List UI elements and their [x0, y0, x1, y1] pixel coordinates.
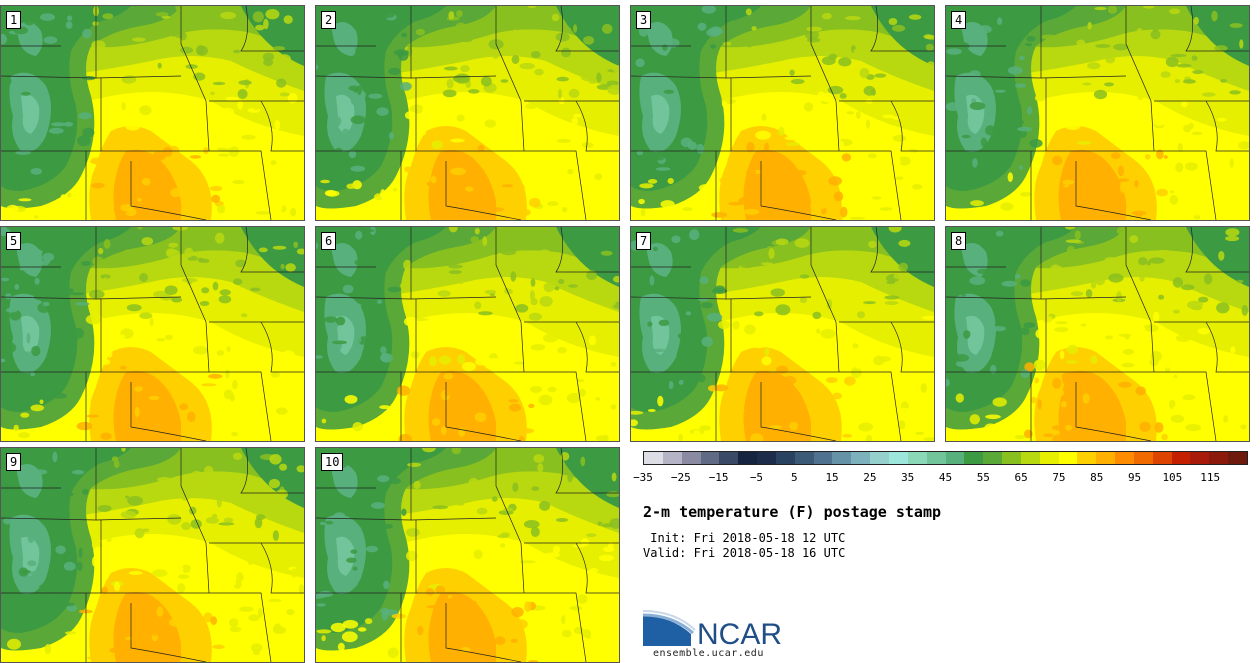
colorbar-swatch — [945, 452, 965, 464]
colorbar-tick-label: 25 — [863, 471, 877, 484]
colorbar-tick-label: −25 — [670, 471, 691, 484]
colorbar-swatch — [700, 452, 720, 464]
colorbar-swatch — [1039, 452, 1059, 464]
member-label: 3 — [636, 11, 652, 29]
temperature-map — [1, 6, 304, 220]
temperature-map — [1, 227, 304, 441]
colorbar-swatch — [1115, 452, 1134, 464]
temperature-map — [946, 227, 1249, 441]
member-label: 5 — [6, 232, 22, 250]
colorbar-tick-label: 95 — [1127, 471, 1142, 484]
member-label: 9 — [6, 453, 22, 471]
colorbar-swatch — [644, 452, 663, 464]
member-label: 1 — [6, 11, 22, 29]
chart-title: 2-m temperature (F) postage stamp — [643, 503, 942, 521]
colorbar-swatch — [794, 452, 814, 464]
colorbar-tick-label: 5 — [790, 471, 798, 484]
colorbar-tick-label: 65 — [1014, 471, 1028, 484]
member-label: 10 — [321, 453, 344, 471]
colorbar-tick-label: 15 — [825, 471, 839, 484]
colorbar-tick-label: 35 — [901, 471, 915, 484]
member-label: 8 — [951, 232, 967, 250]
temperature-map — [1, 448, 304, 662]
colorbar-swatch — [681, 452, 701, 464]
stamp-panel-10: 10 — [315, 447, 620, 663]
stamp-panel-2: 2 — [315, 5, 620, 221]
colorbar-swatch — [757, 452, 776, 464]
init-time: Init: Fri 2018-05-18 12 UTC — [643, 531, 846, 545]
colorbar-swatch — [1058, 452, 1078, 464]
valid-time: Valid: Fri 2018-05-18 16 UTC — [643, 546, 846, 560]
colorbar-tick-label: 45 — [938, 471, 953, 484]
stamp-panel-1: 1 — [0, 5, 305, 221]
colorbar-ticks: −35 −25 −15 −5 5 15 25 35 45 55 65 75 85 95 105 115 — [633, 471, 1248, 485]
colorbar-swatch — [662, 452, 682, 464]
colorbar-swatch — [1020, 452, 1040, 464]
colorbar-swatch — [1190, 452, 1210, 464]
member-label: 6 — [321, 232, 337, 250]
colorbar — [643, 451, 1248, 465]
colorbar-swatch — [851, 452, 871, 464]
member-label: 4 — [951, 11, 967, 29]
colorbar-swatch — [1002, 452, 1021, 464]
colorbar-swatch — [719, 452, 739, 464]
colorbar-swatch — [983, 452, 1003, 464]
colorbar-swatch — [775, 452, 795, 464]
stamp-panel-7: 7 — [630, 226, 935, 442]
stamp-panel-9: 9 — [0, 447, 305, 663]
colorbar-swatch — [832, 452, 852, 464]
colorbar-swatch — [926, 452, 946, 464]
colorbar-swatch — [1152, 452, 1172, 464]
temperature-map — [631, 6, 934, 220]
temperature-map — [631, 227, 934, 441]
temperature-map — [316, 448, 619, 662]
temperature-map — [316, 227, 619, 441]
stamp-panel-5: 5 — [0, 226, 305, 442]
member-label: 2 — [321, 11, 337, 29]
colorbar-swatch — [1133, 452, 1153, 464]
colorbar-tick-label: 115 — [1200, 471, 1221, 484]
colorbar-swatch — [813, 452, 833, 464]
colorbar-swatch — [1171, 452, 1191, 464]
ncar-logo: NCAR — [643, 606, 782, 648]
stamp-panel-8: 8 — [945, 226, 1250, 442]
colorbar-swatch — [870, 452, 889, 464]
stamp-panel-3: 3 — [630, 5, 935, 221]
colorbar-tick-label: 85 — [1090, 471, 1104, 484]
colorbar-swatch — [1096, 452, 1116, 464]
colorbar-swatch — [964, 452, 984, 464]
stamp-panel-4: 4 — [945, 5, 1250, 221]
colorbar-swatch — [1228, 452, 1247, 464]
temperature-map — [316, 6, 619, 220]
colorbar-swatch — [907, 452, 927, 464]
logo-url: ensemble.ucar.edu — [653, 648, 764, 659]
colorbar-swatch — [1077, 452, 1097, 464]
colorbar-swatch — [1209, 452, 1229, 464]
colorbar-tick-label: −5 — [749, 471, 764, 484]
colorbar-tick-label: −15 — [708, 471, 729, 484]
colorbar-swatch — [888, 452, 908, 464]
stamp-panel-6: 6 — [315, 226, 620, 442]
colorbar-swatch — [738, 452, 758, 464]
colorbar-tick-label: 75 — [1052, 471, 1066, 484]
temperature-map — [946, 6, 1249, 220]
colorbar-tick-label: −35 — [633, 471, 653, 484]
member-label: 7 — [636, 232, 652, 250]
colorbar-tick-label: 105 — [1162, 471, 1183, 484]
logo-text: NCAR — [697, 618, 782, 648]
colorbar-tick-label: 55 — [976, 471, 990, 484]
